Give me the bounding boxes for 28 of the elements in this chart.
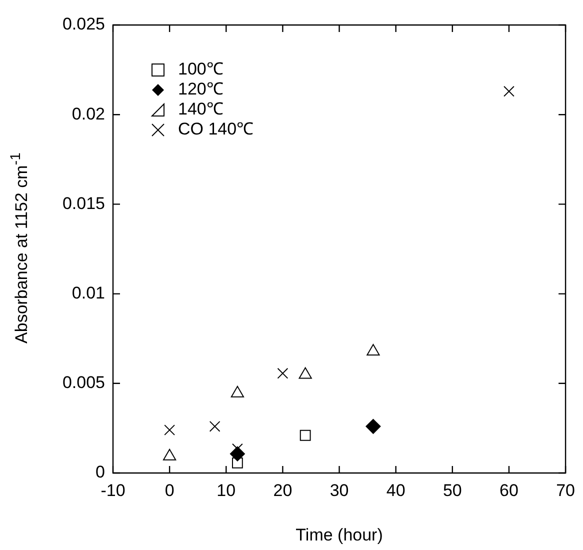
x-tick-label: 70 (556, 480, 576, 500)
x-tick-label: 20 (273, 480, 292, 500)
legend-label: 140℃ (178, 100, 224, 119)
y-tick-label: 0.02 (72, 104, 105, 124)
x-tick-label: 40 (386, 480, 406, 500)
point (300, 430, 311, 441)
x-tick-label: 50 (442, 480, 462, 500)
x-tick-label: 0 (164, 480, 174, 500)
x-tick-label: 10 (216, 480, 236, 500)
point (366, 418, 381, 434)
point (504, 86, 514, 97)
x-axis-title: Time (hour) (296, 525, 383, 544)
y-tick-label: 0 (96, 462, 105, 482)
x-tick-label: 60 (500, 480, 518, 500)
y-tick-label: 0.005 (62, 373, 105, 392)
x-tick-label: -10 (100, 480, 126, 500)
point (366, 344, 380, 356)
legend-label: 100℃ (178, 60, 224, 79)
point (209, 420, 220, 432)
point (232, 458, 243, 468)
x-tick-label: 30 (330, 480, 349, 500)
y-tick-label: 0.025 (62, 14, 105, 34)
legend-label: 120℃ (178, 80, 224, 99)
point (277, 368, 288, 379)
point (164, 424, 176, 436)
legend-label: CO 140℃ (178, 120, 254, 139)
y-tick-label: 0.01 (72, 283, 105, 302)
y-tick-label: 0.015 (62, 194, 105, 213)
